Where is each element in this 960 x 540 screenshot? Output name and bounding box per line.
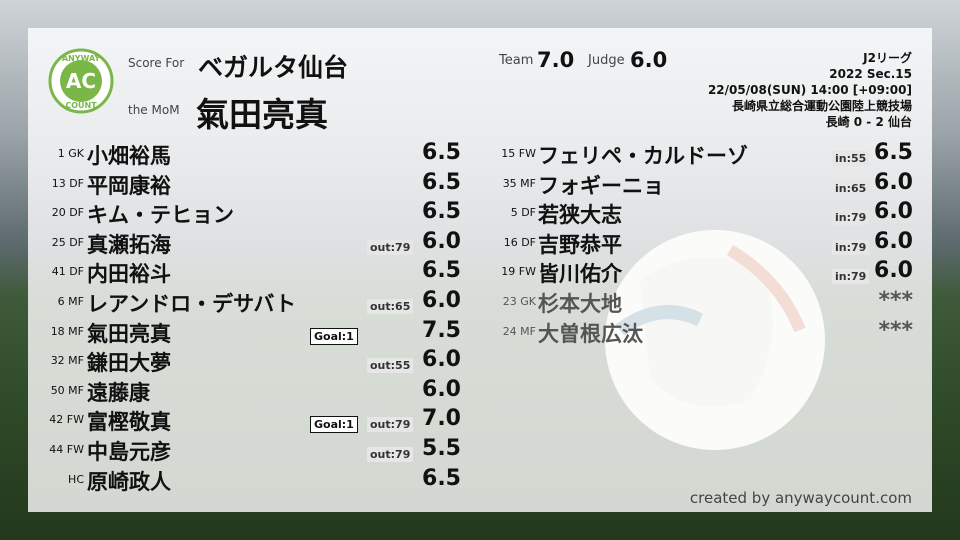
position: 35 MF <box>502 176 536 190</box>
rating: 6.0 <box>874 169 913 195</box>
rating: *** <box>878 317 913 343</box>
logo-bottom: COUNT <box>65 101 97 110</box>
rating: 6.0 <box>422 228 461 254</box>
position: 1 GK <box>57 147 84 160</box>
player-name: 氣田亮真 <box>87 321 171 346</box>
player-name: キム・テヒョン <box>87 203 234 228</box>
player-name: 杉本大地 <box>538 292 622 316</box>
logo-top: ANYWAY <box>62 54 101 63</box>
judge-label: Judge <box>588 53 625 68</box>
rating: 6.5 <box>422 169 461 195</box>
position: 44 FW <box>49 443 84 456</box>
rating: 6.5 <box>422 199 461 225</box>
sub-note: out:65 <box>367 299 414 314</box>
player-name: 富樫敬真 <box>87 410 171 435</box>
match-info-line: 長崎 0 - 2 仙台 <box>825 115 912 129</box>
player-name: 若狭大志 <box>538 203 622 228</box>
sub-note: in:65 <box>832 180 870 196</box>
footer: created by anywaycount.com <box>689 489 912 507</box>
player-name: 鎌田大夢 <box>87 351 171 376</box>
rating: 6.0 <box>422 347 461 373</box>
match-info-line: J2リーグ <box>863 51 912 65</box>
rating: 7.5 <box>422 317 461 343</box>
rating: 6.5 <box>422 258 461 284</box>
sub-note: out:79 <box>367 447 414 462</box>
goal-note: Goal:1 <box>310 416 358 434</box>
position: 16 DF <box>503 235 536 249</box>
mom-label: the MoM <box>128 103 180 117</box>
team-rating: 7.0 <box>537 48 575 72</box>
mom-name: 氣田亮真 <box>196 95 328 134</box>
match-info: J2リーグ 2022 Sec.15 22/05/08(SUN) 14:00 [+09… <box>708 50 912 130</box>
player-name: 小畑裕馬 <box>87 144 171 168</box>
rating: 6.0 <box>874 199 913 225</box>
panel <box>28 28 932 512</box>
sub-note: out:79 <box>367 239 414 255</box>
rating: 6.0 <box>874 258 913 284</box>
player-name: 真瀬拓海 <box>87 232 171 257</box>
player-name: 平岡康裕 <box>87 173 171 198</box>
player-name: 吉野恭平 <box>538 232 622 257</box>
position: 25 DF <box>51 235 84 249</box>
position: 32 MF <box>50 354 84 368</box>
logo-center: AC <box>66 69 96 93</box>
match-info-line: 2022 Sec.15 <box>829 67 912 81</box>
player-name: フォギーニョ <box>538 173 664 198</box>
rating: 6.0 <box>422 288 461 313</box>
match-info-line: 22/05/08(SUN) 14:00 [+09:00] <box>707 83 912 97</box>
player-name: フェリペ・カルドーゾ <box>538 144 748 168</box>
rating: *** <box>878 288 913 313</box>
position: 41 DF <box>51 265 84 279</box>
rating: 5.5 <box>422 436 461 461</box>
position: 24 MF <box>502 324 536 338</box>
sub-note: in:79 <box>832 210 870 226</box>
team-label: Team <box>499 53 534 68</box>
sub-note: in:79 <box>832 269 870 285</box>
sub-note: out:79 <box>367 417 414 433</box>
rating: 6.5 <box>874 140 913 165</box>
player-name: 内田裕斗 <box>87 262 171 287</box>
position: 19 FW <box>501 265 536 279</box>
rating: 6.0 <box>874 228 913 254</box>
player-name: 原崎政人 <box>87 469 171 494</box>
logo: ANYWAY AC COUNT <box>48 48 114 114</box>
rating: 6.5 <box>422 465 461 491</box>
player-name: レアンドロ・デサバト <box>87 292 296 316</box>
goal-note: Goal:1 <box>310 327 358 345</box>
position: 50 MF <box>50 383 84 397</box>
position: 18 MF <box>50 324 84 338</box>
position: 20 DF <box>51 206 84 220</box>
sub-note: out:55 <box>367 358 414 374</box>
player-name: 遠藤康 <box>87 380 150 405</box>
rating: 6.5 <box>422 140 461 165</box>
player-name: 中島元彦 <box>87 440 171 464</box>
position: 5 DF <box>510 206 536 220</box>
team-name: ベガルタ仙台 <box>198 53 349 82</box>
rating: 7.0 <box>422 406 461 432</box>
match-info-line: 長崎県立総合運動公園陸上競技場 <box>731 99 912 113</box>
player-name: 大曽根広汰 <box>538 321 643 346</box>
player-name: 皆川佑介 <box>538 262 622 287</box>
position: 13 DF <box>51 176 84 190</box>
position: 42 FW <box>49 413 84 427</box>
position: 15 FW <box>501 147 536 160</box>
position: 6 MF <box>57 295 84 308</box>
judge-rating: 6.0 <box>630 48 668 72</box>
sub-note: in:55 <box>832 151 870 166</box>
score-for-label: Score For <box>128 56 185 70</box>
rating: 6.0 <box>422 376 461 402</box>
position: 23 GK <box>502 295 536 308</box>
sub-note: in:79 <box>832 239 870 255</box>
position: HC <box>68 472 84 486</box>
